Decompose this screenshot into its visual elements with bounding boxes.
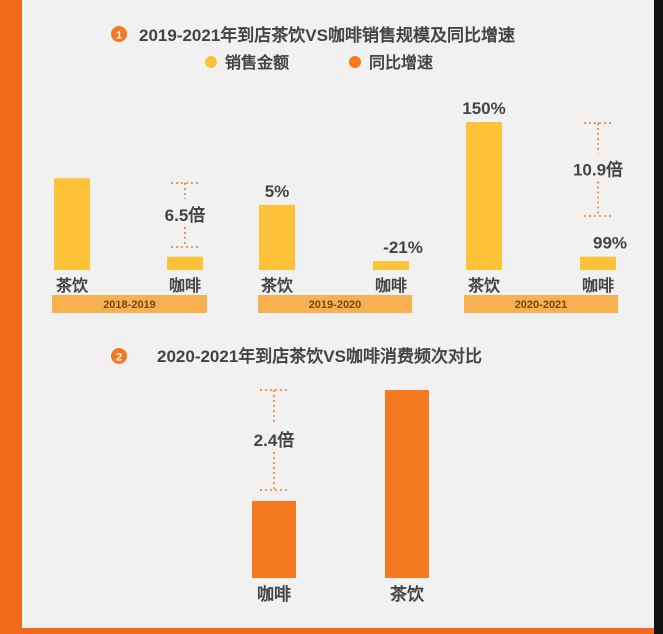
freq-category-label-coffee: 咖啡 (257, 584, 291, 604)
freq-category-label-tea: 茶饮 (390, 584, 425, 604)
bar-2020-2021-coffee (580, 256, 616, 270)
bar-2020-2021-tea (466, 122, 502, 270)
section2-number: 2 (116, 352, 122, 364)
category-label-2019-2020-coffee: 咖啡 (375, 276, 407, 295)
period-2020-2021-multiple-label: 10.9倍 (573, 160, 623, 180)
freq-bar-coffee (252, 500, 296, 578)
section1-number: 1 (116, 30, 122, 42)
legend-sales-label: 销售金额 (225, 53, 289, 72)
category-label-2020-2021-tea: 茶饮 (467, 276, 501, 295)
bar-2018-2019-tea (54, 178, 90, 270)
category-label-2020-2021-coffee: 咖啡 (582, 276, 614, 295)
period-band-2018-2019 (52, 295, 207, 313)
data-label-2019-2020-tea: 5% (265, 182, 290, 201)
content-panel (22, 0, 654, 628)
category-label-2018-2019-coffee: 咖啡 (169, 276, 201, 295)
legend-growth-swatch (349, 56, 361, 68)
category-label-2019-2020-tea: 茶饮 (260, 276, 294, 295)
section1-title: 2019-2021年到店茶饮VS咖啡销售规模及同比增速 (139, 25, 515, 45)
legend-sales-swatch (205, 56, 217, 68)
frame-edge (654, 0, 663, 634)
section2-title: 2020-2021年到店茶饮VS咖啡消费频次对比 (157, 346, 482, 366)
category-label-2018-2019-tea: 茶饮 (55, 276, 89, 295)
section2-number-badge (111, 348, 127, 364)
data-label-2020-2021-tea: 150% (462, 99, 505, 118)
bar-2018-2019-coffee (167, 256, 203, 270)
period-band-2019-2020 (258, 295, 412, 313)
period-label-2020-2021: 2020-2021 (515, 299, 568, 311)
data-label-2019-2020-coffee: -21% (383, 238, 423, 257)
period-2018-2019-multiple-label: 6.5倍 (165, 205, 206, 225)
legend-growth-label: 同比增速 (369, 53, 433, 72)
period-label-2019-2020: 2019-2020 (309, 299, 362, 311)
period-band-2020-2021 (464, 295, 618, 313)
freq-bar-tea (385, 390, 429, 578)
section1-number-badge (111, 26, 127, 42)
bar-2019-2020-coffee (373, 261, 409, 270)
freq-multiple-label: 2.4倍 (254, 430, 295, 450)
period-label-2018-2019: 2018-2019 (103, 299, 156, 311)
chart2-frequency: 咖啡 茶饮 2.4倍 (252, 389, 429, 604)
bar-2019-2020-tea (259, 204, 295, 270)
data-label-2020-2021-coffee: 99% (593, 234, 627, 253)
